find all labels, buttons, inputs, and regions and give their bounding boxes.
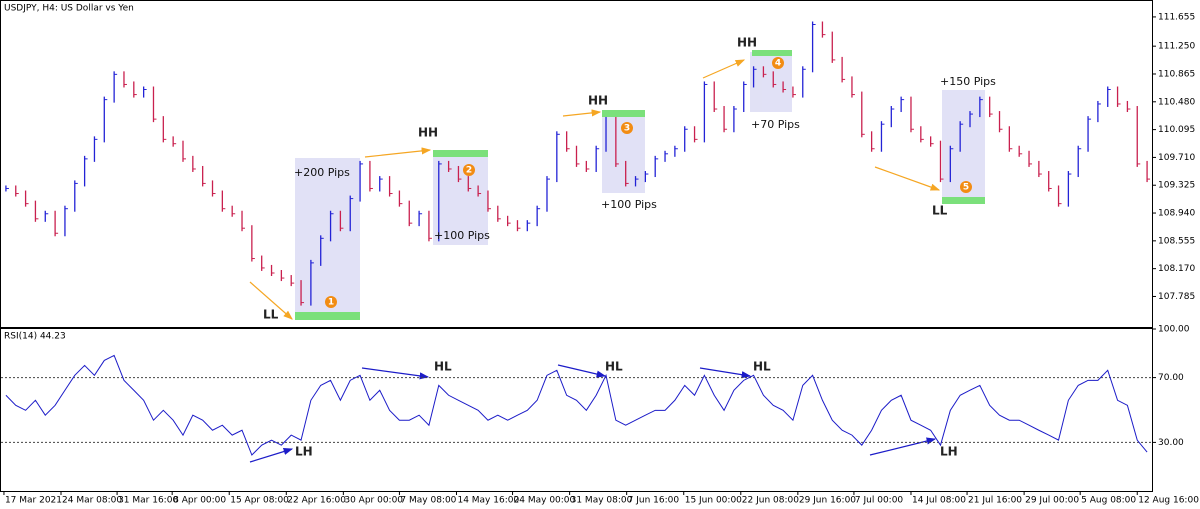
x-tick-label: 31 Mar 16:00 [118, 496, 178, 506]
x-tick-label: 22 Apr 16:00 [287, 496, 346, 506]
x-tick-label: 14 Jul 08:00 [912, 496, 966, 506]
y-tick-label: 109.325 [1158, 181, 1195, 191]
x-tick-label: 14 May 16:00 [457, 496, 519, 506]
annotation: HH [418, 126, 438, 140]
marker-label: 1 [328, 298, 334, 308]
x-tick-label: 29 Jul 00:00 [1025, 496, 1079, 506]
x-tick-label: 5 Aug 08:00 [1081, 496, 1136, 506]
x-tick-label: 12 Aug 16:00 [1138, 496, 1199, 506]
annotation: LH [940, 445, 958, 459]
x-tick-label: 17 Mar 2021 [5, 496, 62, 506]
y-tick-label: 108.940 [1158, 209, 1195, 219]
x-tick-label: 24 Mar 08:00 [62, 496, 122, 506]
y-tick-label: 111.250 [1158, 42, 1195, 52]
markers [325, 57, 972, 308]
pips-label: +70 Pips [751, 118, 800, 131]
shaded-zones [295, 52, 985, 320]
green-zones [295, 50, 985, 320]
x-tick-label: 8 Apr 00:00 [173, 496, 226, 506]
rsi-panel [0, 328, 1153, 492]
pips-label: +150 Pips [940, 75, 996, 88]
x-tick-label: 15 Jun 00:00 [685, 496, 742, 506]
y-tick-label: 109.710 [1158, 153, 1195, 163]
annotation: HL [605, 360, 623, 374]
x-tick-label: 7 Jul 00:00 [855, 496, 904, 506]
annotation: HH [588, 94, 608, 108]
pips-label: +200 Pips [294, 166, 350, 179]
annotation: HL [753, 360, 771, 374]
orange-arrows [249, 59, 941, 320]
x-tick-label: 21 Jul 16:00 [968, 496, 1022, 506]
y-tick-label: 108.170 [1158, 264, 1195, 274]
annotation: HL [434, 360, 452, 374]
annotation: LL [932, 204, 948, 218]
x-tick-label: 29 Jun 16:00 [799, 496, 856, 506]
y-tick-label: 111.655 [1158, 12, 1195, 22]
pips-label: +100 Pips [601, 198, 657, 211]
x-tick-label: 24 May 00:00 [514, 496, 576, 506]
x-tick-label: 30 Apr 00:00 [344, 496, 403, 506]
y-tick-label: 70.00 [1158, 373, 1184, 383]
y-tick-label: 100.00 [1158, 325, 1190, 335]
rsi-title: RSI(14) 44.23 [4, 332, 66, 342]
x-tick-label: 7 May 08:00 [400, 496, 456, 506]
marker-label: 4 [775, 59, 781, 69]
y-tick-label: 30.00 [1158, 438, 1184, 448]
marker-label: 3 [624, 124, 630, 134]
y-tick-label: 107.785 [1158, 292, 1195, 302]
marker-label: 5 [963, 183, 969, 193]
y-tick-label: 110.865 [1158, 69, 1195, 79]
y-tick-label: 110.480 [1158, 97, 1195, 107]
x-tick-label: 7 Jun 16:00 [628, 496, 680, 506]
blue-arrows [249, 364, 937, 463]
annotation: LH [295, 445, 313, 459]
price-bars [5, 21, 1151, 306]
y-tick-label: 110.095 [1158, 125, 1195, 135]
chart-title: USDJPY, H4: US Dollar vs Yen [4, 4, 134, 14]
marker-label: 2 [466, 166, 472, 176]
pips-label: +100 Pips [434, 229, 490, 242]
annotation: HH [737, 36, 757, 50]
price-panel [0, 0, 1153, 328]
annotation: LL [263, 308, 279, 322]
x-tick-label: 15 Apr 08:00 [230, 496, 289, 506]
x-tick-label: 22 Jun 08:00 [742, 496, 799, 506]
rsi-line [5, 354, 1148, 456]
x-tick-label: 31 May 08:00 [571, 496, 633, 506]
y-tick-label: 108.555 [1158, 236, 1195, 246]
